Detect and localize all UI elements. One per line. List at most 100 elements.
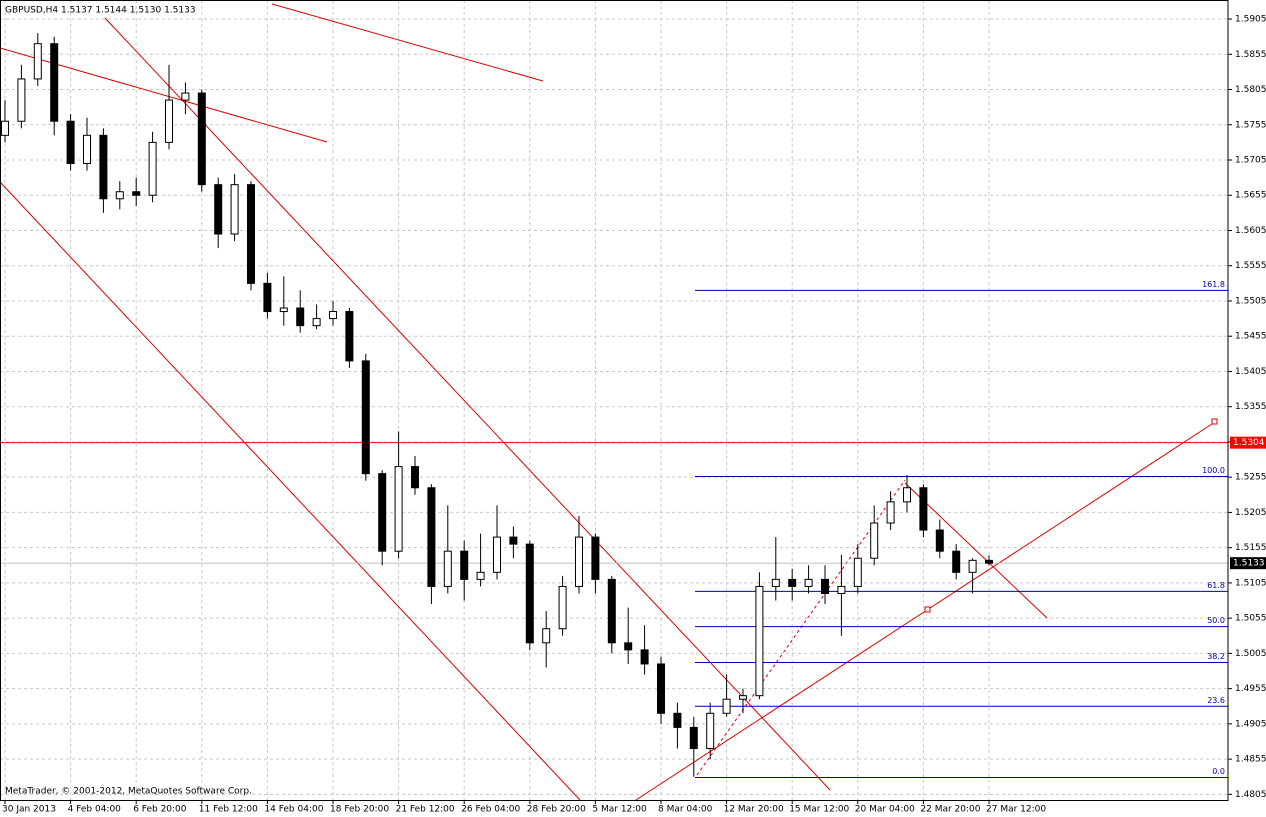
- candle-body: [296, 307, 305, 327]
- candle-body: [706, 712, 715, 750]
- candle-body: [132, 191, 141, 196]
- bid-label: 1.5133: [1233, 559, 1265, 569]
- y-tick-label: 1.5755: [1235, 120, 1266, 130]
- fib-label: 38.2: [1207, 652, 1225, 661]
- y-tick-label: 1.5655: [1235, 191, 1266, 201]
- x-tick-label: 20 Mar 04:00: [855, 805, 915, 815]
- price-label: 1.5304: [1233, 438, 1265, 448]
- fib-label: 61.8: [1207, 581, 1225, 590]
- candle-body: [115, 191, 124, 200]
- y-tick-label: 1.4905: [1235, 719, 1266, 729]
- candle-body: [624, 642, 633, 651]
- candles: [1, 33, 993, 777]
- candle-body: [263, 282, 272, 313]
- candle-body: [361, 360, 370, 475]
- candle-body: [804, 578, 813, 587]
- candle-body: [66, 120, 75, 165]
- y-tick-label: 1.5405: [1235, 367, 1266, 377]
- candle-body: [378, 473, 387, 552]
- candle-body: [968, 559, 977, 573]
- candle-body: [197, 92, 206, 186]
- y-tick-label: 1.4805: [1235, 790, 1266, 800]
- bid-label-box: [1230, 557, 1266, 570]
- candle-body: [739, 695, 747, 700]
- candle-body: [50, 43, 59, 122]
- fib-label: 100.0: [1202, 466, 1225, 475]
- x-tick-label: 28 Feb 20:00: [527, 805, 586, 815]
- x-tick-label: 22 Mar 20:00: [920, 805, 980, 815]
- candle-body: [312, 318, 321, 327]
- x-tick-label: 18 Feb 20:00: [330, 805, 389, 815]
- y-tick-label: 1.5905: [1235, 15, 1266, 25]
- y-tick-label: 1.5155: [1235, 543, 1266, 553]
- y-tick-label: 1.5605: [1235, 226, 1266, 236]
- candle-body: [870, 522, 879, 559]
- candle-body: [493, 536, 501, 573]
- candle-body: [443, 550, 452, 587]
- candle-body: [886, 501, 895, 524]
- candle-body: [33, 43, 42, 80]
- y-tick-label: 1.5355: [1235, 402, 1266, 412]
- candle-body: [460, 550, 469, 580]
- candle-body: [788, 578, 797, 587]
- candle-body: [558, 585, 567, 630]
- candle-body: [952, 550, 961, 573]
- x-tick-label: 26 Feb 04:00: [461, 805, 520, 815]
- candle-body: [755, 585, 764, 697]
- y-tick-label: 1.5855: [1235, 50, 1266, 60]
- candle-body: [181, 92, 190, 101]
- chart-title: GBPUSD,H4 1.5137 1.5144 1.5130 1.5133: [5, 6, 196, 16]
- candle-body: [657, 663, 665, 714]
- fib-label: 161.8: [1202, 280, 1225, 289]
- candle-body: [230, 184, 239, 235]
- candle-body: [83, 134, 91, 165]
- y-tick-label: 1.5455: [1235, 332, 1266, 342]
- candle-body: [903, 487, 911, 503]
- candle-body: [542, 628, 551, 644]
- copyright: MetaTrader, © 2001-2012, MetaQuotes Soft…: [5, 787, 252, 797]
- x-tick-label: 8 Mar 04:00: [658, 805, 713, 815]
- candle-body: [722, 698, 731, 714]
- x-tick-label: 12 Mar 20:00: [724, 805, 784, 815]
- candle-body: [837, 585, 846, 594]
- channel-line: [104, 17, 831, 791]
- y-tick-label: 1.4855: [1235, 755, 1266, 765]
- y-tick-label: 1.5055: [1235, 614, 1266, 624]
- candle-body: [411, 466, 419, 489]
- candle-body: [427, 487, 436, 587]
- candle-body: [821, 578, 829, 594]
- candle-body: [689, 726, 698, 750]
- candle-body: [214, 184, 223, 235]
- y-tick-label: 1.5705: [1235, 156, 1266, 166]
- x-tick-label: 4 Feb 04:00: [68, 805, 122, 815]
- candle-body: [919, 487, 928, 531]
- y-tick-label: 1.5205: [1235, 508, 1266, 518]
- candle-body: [525, 543, 534, 644]
- candle-body: [394, 466, 403, 552]
- x-tick-label: 15 Mar 12:00: [789, 805, 849, 815]
- y-tick-label: 1.5805: [1235, 85, 1266, 95]
- anchor: [924, 606, 931, 613]
- candle-body: [640, 649, 649, 665]
- candle-body: [17, 78, 26, 122]
- x-tick-label: 30 Jan 2013: [2, 805, 56, 815]
- fibonacci: 161.8 100.0 61.8 50.0 38.2 23.6 0.0: [0, 280, 1228, 778]
- candle-body: [99, 134, 108, 200]
- y-tick-label: 1.5105: [1235, 578, 1266, 588]
- candle-body: [853, 557, 862, 587]
- plot-border: [0, 0, 1229, 801]
- x-tick-label: 21 Feb 12:00: [396, 805, 455, 815]
- y-tick-label: 1.4955: [1235, 684, 1266, 694]
- candle-body: [345, 311, 354, 362]
- x-tick-label: 11 Feb 12:00: [199, 805, 258, 815]
- trendline: [904, 482, 1048, 619]
- candle-body: [607, 578, 616, 644]
- candle-body: [165, 99, 173, 143]
- y-tick-label: 1.5505: [1235, 296, 1266, 306]
- x-tick-label: 5 Mar 12:00: [592, 805, 647, 815]
- trendline: [271, 3, 544, 82]
- candle-body: [1, 120, 9, 136]
- y-tick-label: 1.5005: [1235, 649, 1266, 659]
